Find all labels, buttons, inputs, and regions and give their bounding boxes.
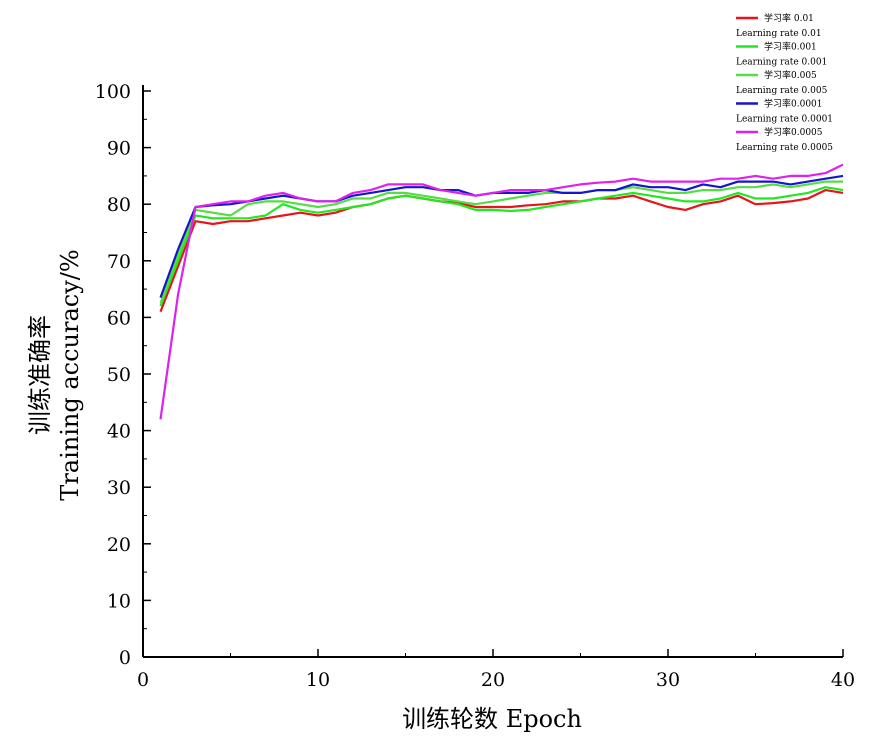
legend-label: 学习率 0.01 — [764, 12, 814, 24]
y-tick-label: 10 — [107, 590, 131, 612]
legend-label: 学习率0.005 — [764, 69, 817, 81]
legend: 学习率 0.01 Learning rate 0.01 学习率0.001 Learni… — [736, 12, 833, 153]
legend-label-en: Learning rate 0.01 — [736, 29, 822, 39]
legend-label-en: Learning rate 0.0005 — [736, 143, 833, 153]
legend-label: 学习率0.0005 — [764, 126, 823, 138]
y-tick-label: 0 — [119, 647, 131, 669]
series-line — [159, 186, 844, 307]
x-axis-title: 训练轮数 Epoch — [402, 705, 582, 733]
y-tick-label: 30 — [107, 477, 131, 499]
y-tick-label: 100 — [95, 81, 131, 103]
y-tick-label: 80 — [107, 194, 131, 216]
axes — [142, 85, 844, 658]
y-tick-label: 70 — [107, 251, 131, 273]
legend-label: 学习率0.001 — [764, 41, 817, 53]
y-axis-title-en: Training accuracy/% — [56, 249, 84, 500]
x-tick-label: 40 — [831, 669, 855, 691]
y-tick-label: 60 — [107, 307, 131, 329]
legend-label: 学习率0.0001 — [764, 98, 823, 110]
y-tick-label: 40 — [107, 421, 131, 443]
series-layer — [159, 163, 844, 420]
y-axis-title-cn: 训练准确率 — [26, 315, 54, 435]
x-tick-label: 0 — [137, 669, 149, 691]
series-line — [159, 180, 843, 304]
legend-label-en: Learning rate 0.0001 — [736, 115, 833, 125]
x-tick-label: 10 — [306, 669, 330, 691]
series-line — [159, 174, 844, 298]
tick-labels: 0 10 20 30 40 50 60 70 80 90 100 0 10 20 30 40 — [95, 81, 855, 691]
x-tick-label: 20 — [481, 669, 505, 691]
x-tick-label: 30 — [656, 669, 680, 691]
series-line — [159, 163, 844, 420]
y-tick-label: 20 — [107, 534, 131, 556]
series-line — [159, 189, 844, 313]
y-tick-label: 90 — [107, 138, 131, 160]
legend-label-en: Learning rate 0.005 — [736, 86, 828, 96]
y-tick-label: 50 — [107, 364, 131, 386]
legend-label-en: Learning rate 0.001 — [736, 58, 827, 68]
